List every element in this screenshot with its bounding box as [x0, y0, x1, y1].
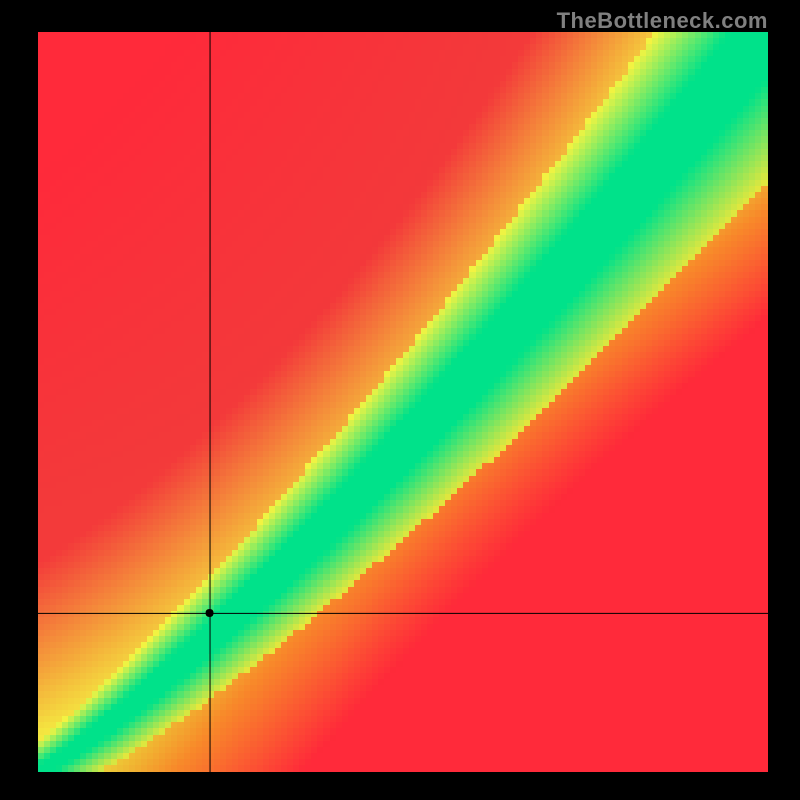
watermark-text: TheBottleneck.com: [557, 8, 768, 34]
bottleneck-heatmap: [38, 32, 768, 772]
